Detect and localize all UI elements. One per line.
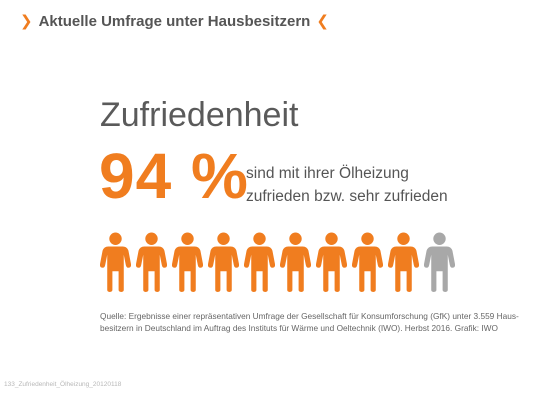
section-title: Zufriedenheit [100, 96, 299, 134]
person-icon [352, 232, 383, 292]
person-icon [424, 232, 455, 292]
source-line-1: Quelle: Ergebnisse einer repräsentativen… [100, 311, 519, 321]
percent-value: 94 % [99, 140, 249, 212]
description-line-2: zufrieden bzw. sehr zufrieden [246, 188, 448, 205]
page-title: Aktuelle Umfrage unter Hausbesitzern [38, 12, 311, 30]
source-note: Quelle: Ergebnisse einer repräsentativen… [100, 310, 520, 334]
person-icon [388, 232, 419, 292]
person-icon [280, 232, 311, 292]
person-icon [208, 232, 239, 292]
header: ❯ Aktuelle Umfrage unter Hausbesitzern ❮ [20, 12, 329, 31]
description: sind mit ihrer Ölheizung zufrieden bzw. … [246, 162, 448, 208]
person-icon [100, 232, 131, 292]
description-line-1: sind mit ihrer Ölheizung [246, 165, 409, 182]
source-line-2: besitzern in Deutschland im Auftrag des … [100, 323, 498, 333]
person-icon [136, 232, 167, 292]
people-pictogram [100, 232, 455, 292]
person-icon [244, 232, 275, 292]
footer-filename: 133_Zufriedenheit_Ölheizung_20120118 [4, 381, 122, 388]
chevron-right-icon: ❯ [20, 13, 33, 30]
person-icon [316, 232, 347, 292]
person-icon [172, 232, 203, 292]
chevron-left-icon: ❮ [316, 13, 329, 30]
